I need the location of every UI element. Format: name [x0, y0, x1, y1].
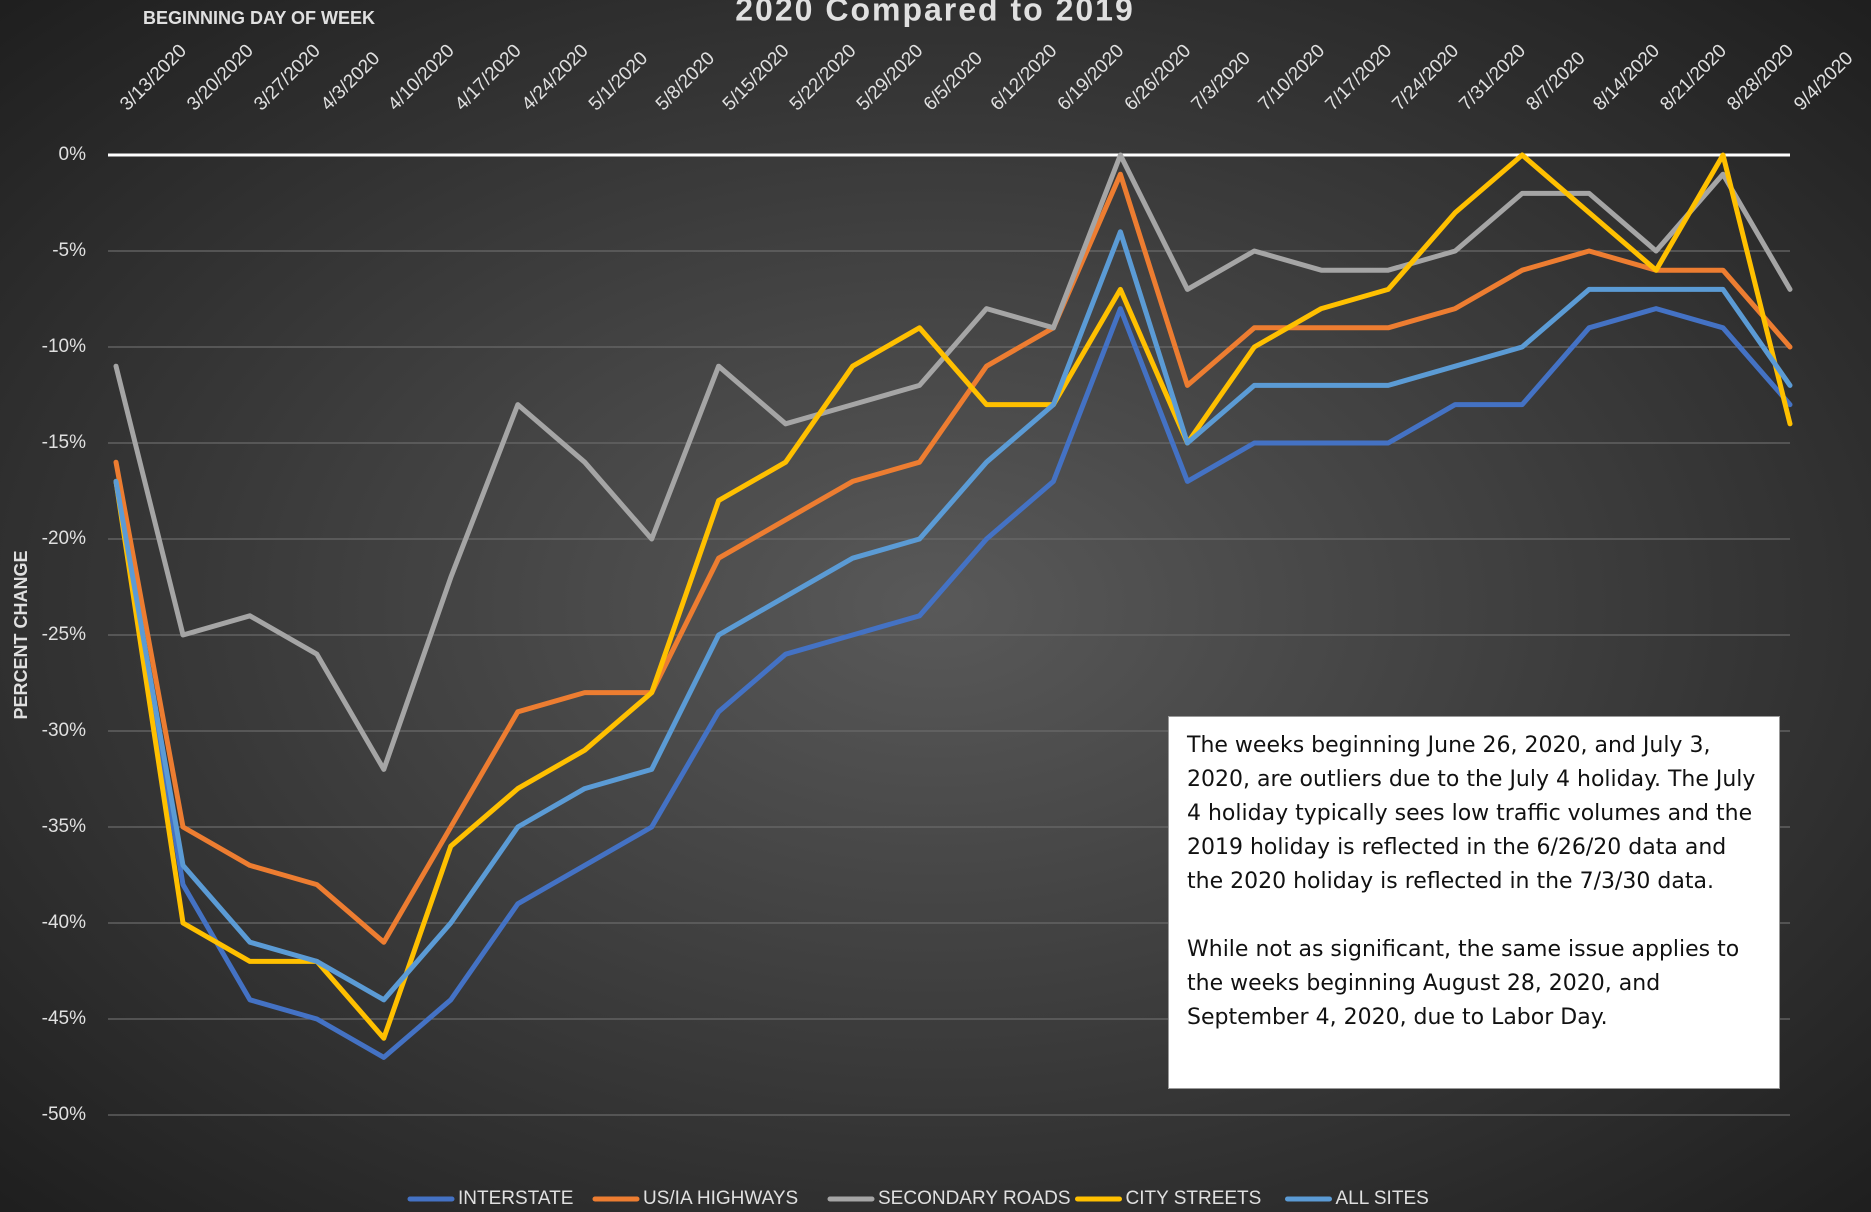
y-tick-label: -25% [42, 624, 86, 645]
annotation-box: The weeks beginning June 26, 2020, and J… [1168, 716, 1780, 1089]
series-line [113, 152, 1793, 772]
y-tick-label: -45% [42, 1008, 86, 1029]
chart-title: 2020 Compared to 2019 [735, 0, 1135, 27]
legend-label: CITY STREETS [1126, 1188, 1262, 1209]
legend-label: SECONDARY ROADS [878, 1188, 1071, 1209]
series-line [113, 171, 1793, 945]
y-tick-label: -5% [52, 240, 86, 261]
annotation-text: The weeks beginning June 26, 2020, and J… [1187, 733, 1756, 894]
y-tick-label: -40% [42, 912, 86, 933]
y-tick-label: -50% [42, 1104, 86, 1125]
y-tick-label: -10% [42, 336, 86, 357]
legend-label: INTERSTATE [458, 1188, 573, 1209]
series-line [113, 306, 1793, 1060]
y-tick-label: -15% [42, 432, 86, 453]
y-axis-label: PERCENT CHANGE [11, 550, 31, 719]
x-axis-label: BEGINNING DAY OF WEEK [143, 8, 375, 28]
y-tick-label: -30% [42, 720, 86, 741]
annotation-text: While not as significant, the same issue… [1187, 937, 1740, 1030]
y-tick-label: -35% [42, 816, 86, 837]
series-line [113, 229, 1793, 1003]
legend-label: US/IA HIGHWAYS [643, 1188, 798, 1209]
y-tick-label: -20% [42, 528, 86, 549]
y-tick-label: 0% [59, 144, 87, 165]
legend-label: ALL SITES [1336, 1188, 1429, 1209]
series-line [113, 152, 1793, 1041]
